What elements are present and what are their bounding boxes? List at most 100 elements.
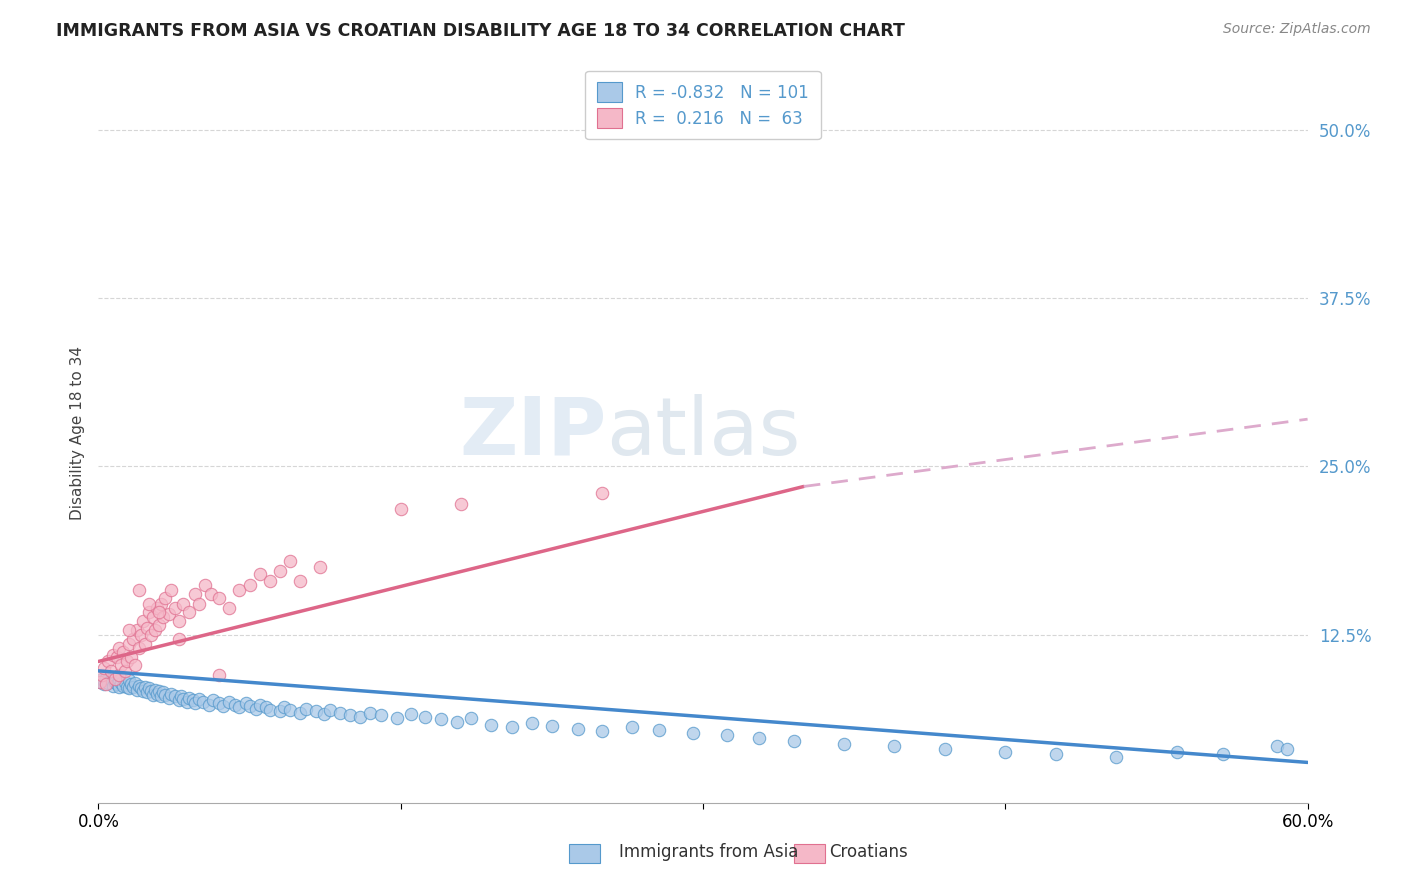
Point	[212, 698, 235, 713]
Point	[208, 668, 231, 682]
Point	[783, 734, 806, 748]
Point	[621, 720, 644, 734]
Point	[103, 674, 125, 689]
Y-axis label: Disability Age 18 to 34: Disability Age 18 to 34	[69, 345, 84, 520]
Point	[148, 618, 170, 632]
Point	[105, 650, 128, 665]
Point	[152, 685, 174, 699]
Point	[146, 687, 169, 701]
Point	[100, 673, 122, 688]
Point	[208, 696, 231, 710]
Point	[96, 677, 118, 691]
Point	[218, 695, 240, 709]
Point	[121, 632, 143, 646]
Point	[135, 685, 157, 699]
Point	[194, 578, 217, 592]
Point	[184, 587, 207, 601]
Point	[107, 640, 129, 655]
Point	[157, 607, 180, 622]
Point	[157, 690, 180, 705]
Point	[198, 698, 221, 712]
Point	[118, 673, 141, 688]
Point	[349, 709, 371, 723]
Point	[305, 704, 328, 718]
Point	[228, 583, 250, 598]
Point	[370, 708, 392, 723]
Point	[339, 708, 361, 723]
Point	[179, 690, 201, 705]
Point	[93, 661, 115, 675]
Text: ZIP: ZIP	[458, 393, 606, 472]
Point	[93, 677, 115, 691]
Point	[121, 680, 143, 694]
Point	[413, 709, 436, 723]
Point	[142, 688, 165, 702]
Point	[235, 696, 257, 710]
Point	[254, 700, 277, 714]
Point	[118, 624, 141, 638]
Point	[481, 717, 503, 731]
Point	[125, 682, 148, 697]
Point	[107, 673, 129, 688]
Point	[118, 637, 141, 651]
Point	[591, 724, 613, 739]
Point	[228, 700, 250, 714]
Point	[832, 737, 855, 751]
Point	[202, 693, 225, 707]
Point	[218, 600, 240, 615]
Point	[146, 600, 169, 615]
Point	[124, 676, 146, 690]
Point	[103, 672, 125, 686]
Point	[143, 682, 166, 697]
Point	[430, 712, 453, 726]
Point	[1267, 739, 1289, 754]
Point	[319, 703, 342, 717]
Point	[148, 605, 170, 619]
Point	[111, 645, 134, 659]
Point	[138, 681, 160, 696]
Point	[160, 583, 183, 598]
Point	[110, 658, 132, 673]
Point	[994, 745, 1017, 759]
Point	[129, 681, 152, 696]
Point	[163, 690, 186, 704]
Point	[124, 658, 146, 673]
Point	[1166, 745, 1188, 759]
Point	[239, 578, 262, 592]
Point	[647, 723, 669, 738]
Point	[249, 566, 271, 581]
Point	[160, 687, 183, 701]
Point	[278, 703, 301, 717]
Point	[128, 679, 150, 693]
Point	[97, 655, 120, 669]
Point	[567, 722, 589, 736]
Text: atlas: atlas	[606, 393, 800, 472]
Point	[520, 716, 543, 731]
Point	[114, 674, 136, 689]
Point	[97, 676, 120, 690]
Point	[138, 597, 160, 611]
Point	[460, 711, 482, 725]
Point	[188, 692, 211, 706]
Point	[934, 742, 956, 756]
Point	[295, 701, 318, 715]
Point	[89, 674, 111, 689]
Point	[149, 690, 172, 704]
Point	[120, 677, 142, 691]
Point	[184, 696, 207, 710]
Point	[450, 497, 472, 511]
Point	[105, 677, 128, 691]
Point	[883, 739, 905, 754]
Point	[193, 695, 215, 709]
Point	[269, 564, 291, 578]
Point	[259, 574, 281, 588]
Point	[111, 679, 134, 693]
Point	[129, 627, 152, 641]
Point	[101, 648, 124, 662]
Point	[139, 684, 162, 698]
Point	[118, 681, 141, 696]
Point	[142, 610, 165, 624]
Point	[200, 587, 222, 601]
Point	[399, 706, 422, 721]
Point	[107, 680, 129, 694]
